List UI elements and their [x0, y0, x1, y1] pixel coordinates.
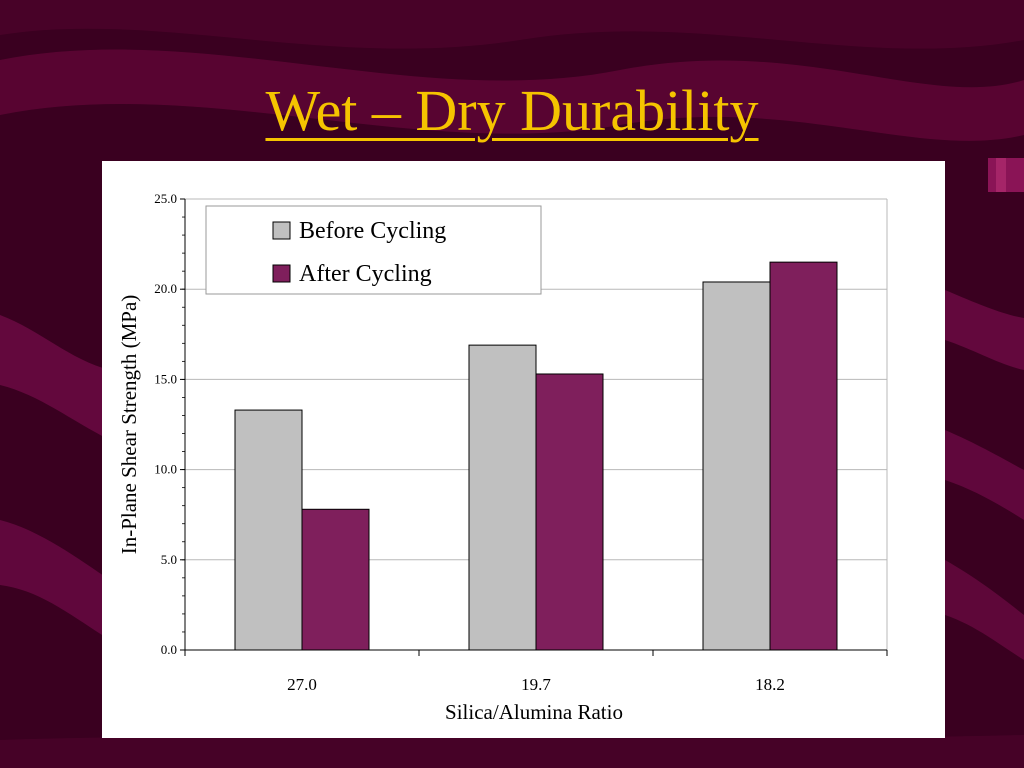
bar-chart: 0.0 5.0 10.0 15.0 20.0 25.0 27.0 19.7 18.2 In-Pl…	[117, 191, 888, 724]
x-axis-title: Silica/Alumina Ratio	[445, 700, 623, 724]
y-tick-label: 25.0	[154, 191, 177, 206]
background-swoosh	[0, 49, 1024, 141]
y-tick-label: 0.0	[161, 642, 177, 657]
bars	[234, 261, 838, 651]
background-swoosh	[0, 0, 1024, 49]
legend-box	[205, 205, 542, 295]
legend: Before Cycling After Cycling	[205, 205, 542, 295]
y-tick-label: 20.0	[154, 281, 177, 296]
background-swoosh	[0, 735, 1024, 768]
chart-panel: 0.0 5.0 10.0 15.0 20.0 25.0 27.0 19.7 18.2 In-Pl…	[102, 161, 945, 738]
background-swoosh	[0, 520, 110, 640]
background-ribbon-accent	[996, 158, 1006, 192]
axes	[180, 198, 888, 656]
background-swoosh	[0, 315, 110, 440]
x-tick-label: 19.7	[521, 675, 551, 694]
slide-title: Wet – Dry Durability	[265, 78, 759, 143]
y-tick-label: 10.0	[154, 462, 177, 477]
bar-after-cycling-18.2	[769, 261, 838, 651]
legend-label-after-cycling: After Cycling	[299, 261, 432, 287]
y-tick-label: 5.0	[161, 552, 177, 567]
bar-before-cycling-18.2	[702, 281, 771, 651]
legend-swatch-after-cycling	[272, 264, 291, 283]
legend-label-before-cycling: Before Cycling	[299, 218, 446, 244]
bar-after-cycling-27.0	[301, 508, 370, 651]
bar-after-cycling-19.7	[535, 373, 604, 651]
y-axis-title: In-Plane Shear Strength (MPa)	[117, 295, 141, 555]
legend-swatch-before-cycling	[272, 221, 291, 240]
x-tick-label: 18.2	[755, 675, 785, 694]
labels: 0.0 5.0 10.0 15.0 20.0 25.0 27.0 19.7 18.2	[154, 191, 785, 694]
background-swoosh	[945, 290, 1024, 370]
background-swoosh	[945, 430, 1024, 520]
bar-before-cycling-19.7	[468, 344, 537, 651]
x-tick-label: 27.0	[287, 675, 317, 694]
bar-before-cycling-27.0	[234, 409, 303, 651]
background-swoosh	[945, 560, 1024, 660]
y-tick-label: 15.0	[154, 371, 177, 386]
